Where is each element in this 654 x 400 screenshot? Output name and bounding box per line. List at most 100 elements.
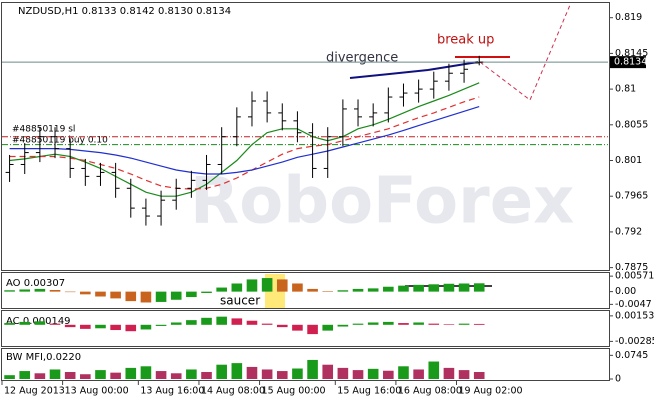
ao-panel [1,272,610,309]
histogram-bar [125,324,137,332]
histogram-bar [4,323,15,325]
y-tick-label: 0.001537 [615,310,654,321]
order-label: #48850119 sl [12,125,75,135]
histogram-bar [49,323,61,325]
histogram-bar [292,283,303,292]
histogram-bar [261,369,273,379]
histogram-bar [428,323,440,325]
histogram-bar [110,372,121,379]
histogram-bar [473,283,485,292]
histogram-bar [246,279,258,292]
histogram-bar [34,288,46,292]
moving-average [9,96,480,190]
histogram-bar [95,324,106,329]
histogram-bar [64,324,76,328]
histogram-bar [367,322,379,325]
divergence-line [427,61,479,71]
y-tick-label: -0.0047 [615,299,652,310]
histogram-bar [337,324,349,327]
histogram-bar [443,367,455,379]
y-tick-label: 0.81 [615,84,636,95]
histogram-bar [19,321,31,325]
histogram-bar [337,290,349,292]
x-tick-label: 13 Aug 00:00 [65,386,129,397]
histogram-bar [352,370,364,379]
x-tick-label: 13 Aug 16:00 [140,386,204,397]
y-tick-label: 0.7875 [615,262,648,273]
histogram-bar [216,316,227,325]
histogram-bar [398,366,409,379]
ac-panel [1,310,610,347]
histogram-bar [473,323,485,325]
y-tick-label: 0.0745 [615,350,648,361]
moving-average [9,82,480,197]
histogram-bar [140,366,152,379]
y-tick-label: 0.819 [615,12,642,23]
histogram-bar [352,288,364,292]
histogram-bar [80,374,91,379]
histogram-bar [428,284,440,292]
histogram-bar [49,369,61,379]
histogram-bar [49,290,61,292]
x-tick-label: 15 Aug 16:00 [337,386,401,397]
x-tick-label: 16 Aug 08:00 [398,386,462,397]
annotation: saucer [220,294,260,308]
histogram-bar [443,324,455,325]
watermark: RoboForex [190,165,574,239]
histogram-bar [307,359,318,379]
moving-average [9,106,480,175]
y-tick-label: 0.00 [615,286,636,297]
order-label: #48850119 buy 0.10 [12,136,108,146]
y-tick-label: 0.7965 [615,191,648,202]
histogram-bar [155,371,167,379]
histogram-bar [170,291,182,300]
histogram-bar [276,371,288,379]
annotation: break up [437,33,494,48]
histogram-bar [246,366,258,379]
histogram-bar [125,291,137,302]
histogram-bar [155,291,167,302]
histogram-bar [383,286,394,292]
histogram-bar [4,375,15,379]
histogram-bar [34,373,46,379]
histogram-bar [125,367,137,379]
histogram-bar [322,291,334,292]
histogram-bar [95,370,106,379]
histogram-bar [19,289,31,292]
histogram-bar [140,291,152,303]
histogram-bar [443,283,455,292]
main-panel [1,2,610,271]
annotation: divergence [326,51,398,66]
histogram-bar [19,371,31,379]
histogram-bar [155,324,167,326]
histogram-bar [307,288,318,292]
histogram-bar [322,364,334,379]
histogram-bar [458,323,470,325]
histogram-bar [276,324,288,328]
histogram-bar [186,320,197,325]
y-tick-label: 0.792 [615,226,642,237]
histogram-bar [64,372,76,379]
histogram-bar [276,279,288,292]
histogram-bar [261,323,273,325]
histogram-bar [170,373,182,379]
histogram-bar [95,291,106,297]
price-label: 0.8134 [614,57,647,68]
histogram-bar [186,369,197,379]
histogram-bar [246,320,258,325]
histogram-bar [383,370,394,379]
panel-label: BW MFI,0.0220 [6,352,81,363]
histogram-bar [216,287,227,292]
histogram-bar [80,324,91,329]
histogram-bar [413,284,424,292]
mfi-panel [1,348,610,381]
histogram-bar [170,322,182,325]
histogram-bar [201,372,212,379]
histogram-bar [367,288,379,292]
histogram-bar [34,321,46,325]
histogram-bar [413,369,424,379]
histogram-bar [307,324,318,335]
histogram-bar [80,291,91,295]
divergence-line [349,69,429,79]
